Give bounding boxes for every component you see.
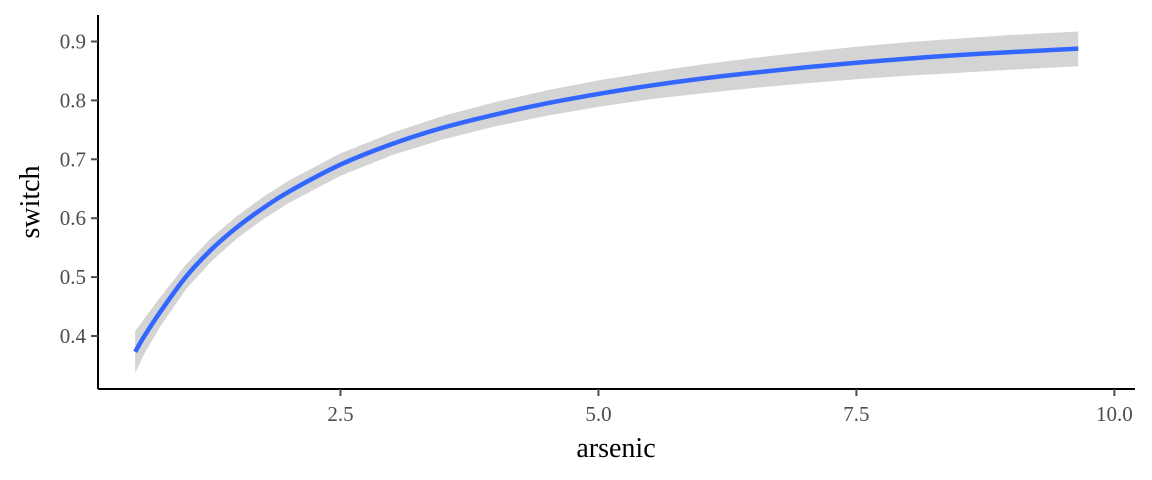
x-tick-label: 5.0 — [585, 402, 611, 426]
y-tick-label: 0.5 — [60, 265, 86, 289]
y-axis-ticks: 0.4 0.5 0.6 0.7 0.8 0.9 — [60, 30, 98, 348]
x-tick-label: 2.5 — [327, 402, 353, 426]
fitted-line — [133, 46, 1079, 354]
y-tick-label: 0.8 — [60, 88, 86, 112]
y-tick-label: 0.9 — [60, 30, 86, 54]
x-tick-label: 7.5 — [843, 402, 869, 426]
x-tick-label: 10.0 — [1096, 402, 1133, 426]
x-axis-ticks: 2.5 5.0 7.5 10.0 — [327, 389, 1133, 426]
y-tick-label: 0.6 — [60, 206, 86, 230]
y-axis-title: switch — [15, 165, 46, 238]
y-tick-label: 0.7 — [60, 147, 86, 171]
y-tick-label: 0.4 — [60, 324, 87, 348]
x-axis-title: arsenic — [576, 433, 655, 464]
confidence-band — [135, 31, 1079, 374]
plot-area — [133, 31, 1079, 374]
